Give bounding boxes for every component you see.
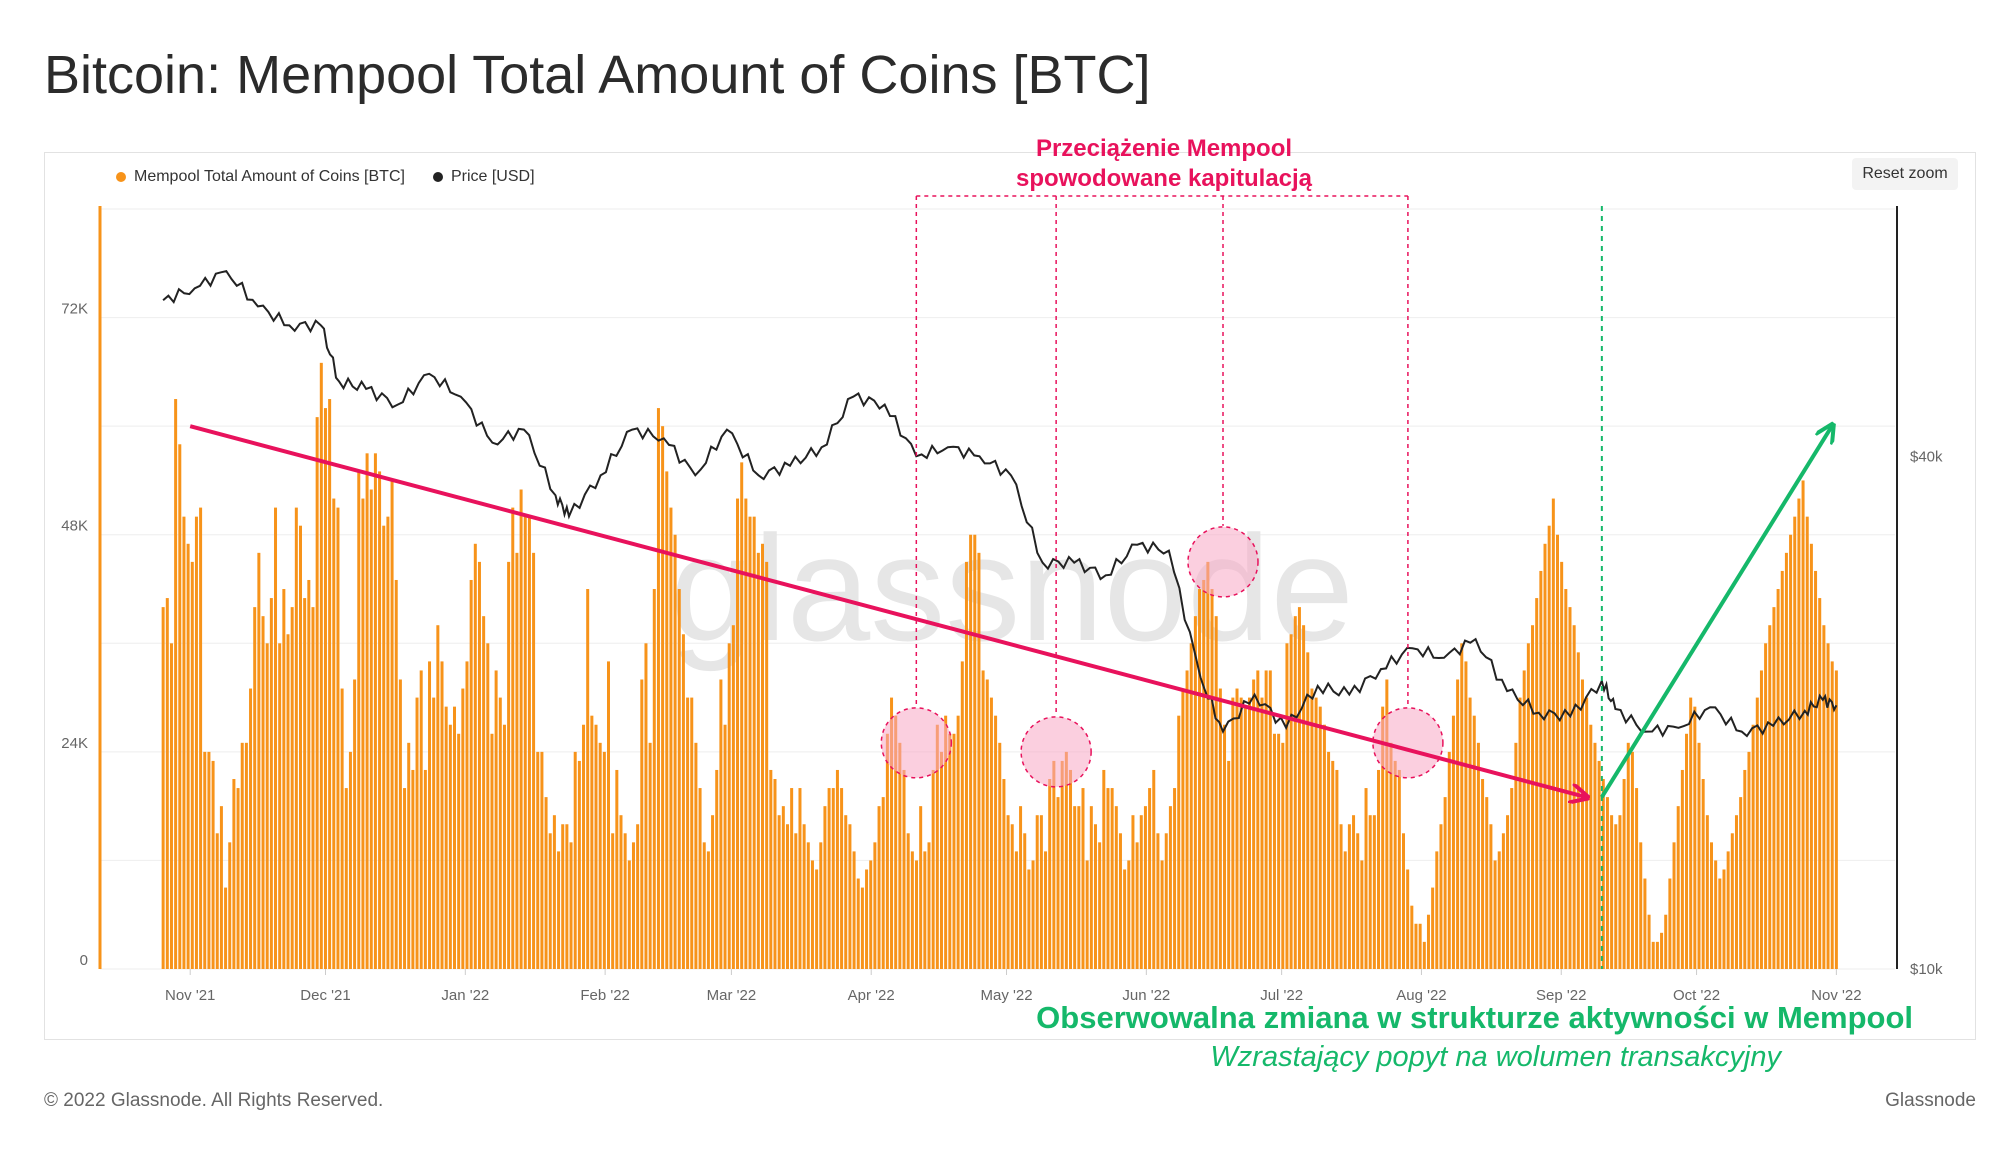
chart-panel xyxy=(44,152,1976,1040)
reset-zoom-button[interactable]: Reset zoom xyxy=(1852,158,1958,190)
change-annotation-subtitle: Wzrastający popyt na wolumen transakcyjn… xyxy=(1210,1041,1782,1073)
brand-name: Glassnode xyxy=(1885,1090,1976,1111)
legend-swatch-price xyxy=(432,172,443,182)
copyright: © 2022 Glassnode. All Rights Reserved. xyxy=(44,1090,384,1111)
legend-label-price: Price [USD] xyxy=(450,168,535,185)
legend-swatch-mempool xyxy=(116,172,126,182)
page-title: Bitcoin: Mempool Total Amount of Coins [… xyxy=(44,45,1151,105)
legend-item-mempool[interactable]: Mempool Total Amount of Coins [BTC] xyxy=(116,168,405,186)
legend-item-price[interactable]: Price [USD] xyxy=(432,168,535,186)
legend: Mempool Total Amount of Coins [BTC] Pric… xyxy=(116,168,535,186)
legend-label-mempool: Mempool Total Amount of Coins [BTC] xyxy=(134,168,405,185)
